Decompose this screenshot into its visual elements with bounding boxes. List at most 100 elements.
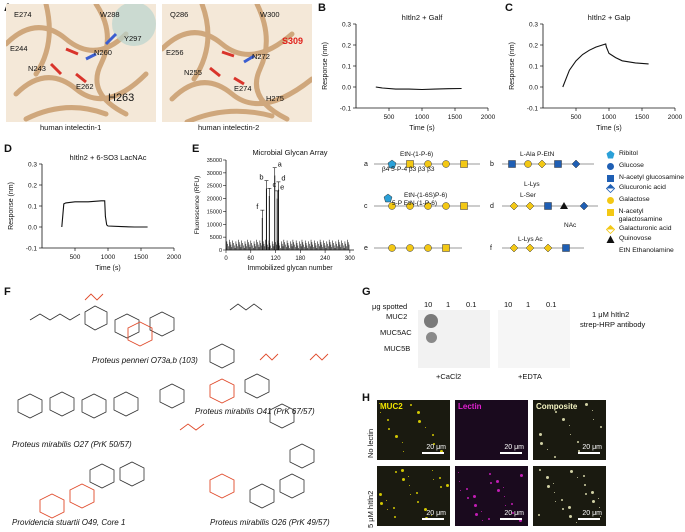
signal-speck	[489, 473, 491, 475]
signal-speck	[577, 477, 578, 478]
glycan-legend: Ribitol Glucose N-acetyl glucosamine Glucur…	[606, 150, 685, 259]
dot-blot-edta	[498, 310, 570, 368]
glycan-diamond	[525, 201, 535, 211]
residue-e262: E262	[76, 82, 94, 91]
spr-chart-d: hItln2 + 6-SO3 LacNAc 0.3 0.2 0.1 0.0 -0.1 500…	[8, 153, 182, 272]
legend-item: Glucose	[606, 162, 685, 171]
signal-speck	[410, 494, 411, 495]
x-axis-label: Time (s)	[409, 125, 434, 132]
signal-speck	[394, 516, 396, 518]
x-tick-label: 240	[320, 256, 331, 262]
signal-speck	[418, 420, 421, 423]
blot-condition-edta: +EDTA	[518, 372, 542, 381]
glycan-diamond	[509, 243, 519, 253]
x-tick-label: 500	[571, 114, 582, 121]
x-axis-label: Time (s)	[596, 125, 621, 132]
legend-symbol-icon	[607, 209, 614, 216]
glycan-circle	[442, 160, 450, 168]
signal-speck	[599, 507, 600, 508]
signal-speck	[416, 492, 418, 494]
signal-speck	[393, 507, 395, 509]
legend-label: N-acetyl glucosamine	[619, 174, 684, 181]
legend-symbol-icon	[606, 235, 615, 243]
legend-symbol-icon	[606, 150, 615, 159]
signal-speck	[379, 403, 380, 404]
blot-amount-label: 10	[504, 300, 513, 309]
scale-bar	[422, 452, 444, 454]
signal-speck	[386, 500, 387, 501]
glycan-diamond	[571, 159, 581, 169]
blot-amount-label: 0.1	[546, 300, 557, 309]
signal-speck	[520, 474, 523, 477]
signal-speck	[554, 492, 555, 493]
x-tick-label: 1500	[635, 114, 650, 121]
signal-speck	[562, 508, 564, 510]
y-tick-label: 10000	[207, 222, 222, 228]
panel-label-c: C	[505, 2, 513, 14]
glycan-a-linkage: β4 5-P-4 β3 β3 β3	[382, 166, 435, 173]
glycan-c-sub: 5-P EtN-(1-P-6)	[392, 200, 438, 207]
y-tick-label: -0.1	[340, 106, 352, 113]
dot-muc5ac-10	[426, 332, 437, 343]
glycan-panel-letter: a	[364, 161, 368, 168]
ribbon-structure-1	[6, 4, 156, 122]
residue-q286: Q286	[170, 10, 189, 19]
signal-speck	[410, 404, 412, 406]
legend-label: Glucose	[619, 162, 644, 169]
scale-bar	[422, 518, 444, 520]
glycan-structures: a b c d e f	[364, 159, 598, 253]
blot-amount-label: 0.1	[466, 300, 477, 309]
x-tick-label: 1000	[415, 114, 430, 121]
spr-chart-c: hItln2 + Galp 0.3 0.2 0.1 0.0 -0.1 500 1000 1500…	[509, 13, 683, 132]
x-tick-label: 60	[247, 256, 254, 262]
y-tick-label: 5000	[210, 235, 222, 241]
glycan-square	[460, 202, 468, 210]
micrograph-composite-no-lectin: Composite 20 μm	[533, 400, 606, 460]
x-tick-label: 500	[384, 114, 395, 121]
scale-bar	[578, 518, 600, 520]
y-tick-label: 0.0	[342, 85, 351, 92]
legend-label: N-acetyl galactosamine	[618, 208, 663, 223]
residue-w300: W300	[260, 10, 280, 19]
legend-item: Galactose	[606, 196, 685, 205]
signal-speck	[598, 498, 599, 499]
glycan-d-label: L-Ser	[520, 192, 536, 199]
signal-speck	[490, 482, 492, 484]
signal-speck	[409, 485, 410, 486]
glycan-panel-letter: f	[490, 245, 492, 252]
y-tick-label: 0	[219, 248, 222, 254]
residue-e274b: E274	[234, 84, 252, 93]
x-tick-label: 300	[345, 256, 356, 262]
panel-label-b: B	[318, 2, 326, 14]
panel-label-f: F	[4, 286, 11, 298]
glycan-d-sub: NAc	[564, 222, 577, 229]
signal-speck	[600, 516, 601, 517]
signal-speck	[538, 514, 540, 516]
scale-bar-label: 20 μm	[582, 444, 602, 451]
legend-symbol-icon	[606, 247, 615, 256]
y-tick-label: 25000	[207, 184, 222, 190]
glycan-b-sub: L-Lys	[524, 181, 540, 188]
panel-label-g: G	[362, 286, 371, 298]
legend-symbol-icon	[607, 163, 614, 170]
y-tick-label: 0.3	[529, 22, 538, 29]
y-axis-label: Response (nm)	[322, 42, 329, 90]
signal-speck	[569, 515, 572, 518]
glycan-pentagon	[383, 193, 393, 203]
signal-speck	[401, 469, 404, 472]
scale-bar-label: 20 μm	[426, 510, 446, 517]
series-line	[562, 43, 649, 88]
panel-label-h: H	[362, 392, 370, 404]
signal-speck	[417, 411, 420, 414]
x-tick-label: 500	[70, 254, 81, 261]
signal-speck	[446, 484, 449, 487]
scale-bar-label: 20 μm	[426, 444, 446, 451]
signal-speck	[504, 496, 505, 497]
residue-h275: H275	[266, 94, 284, 103]
glycan-diamond	[579, 201, 589, 211]
residue-h263: H263	[108, 92, 135, 104]
signal-speck	[569, 425, 570, 426]
peak-label: a	[278, 159, 283, 168]
signal-speck	[547, 449, 548, 450]
blot-note-1: 1 μM hItln2	[592, 310, 630, 319]
